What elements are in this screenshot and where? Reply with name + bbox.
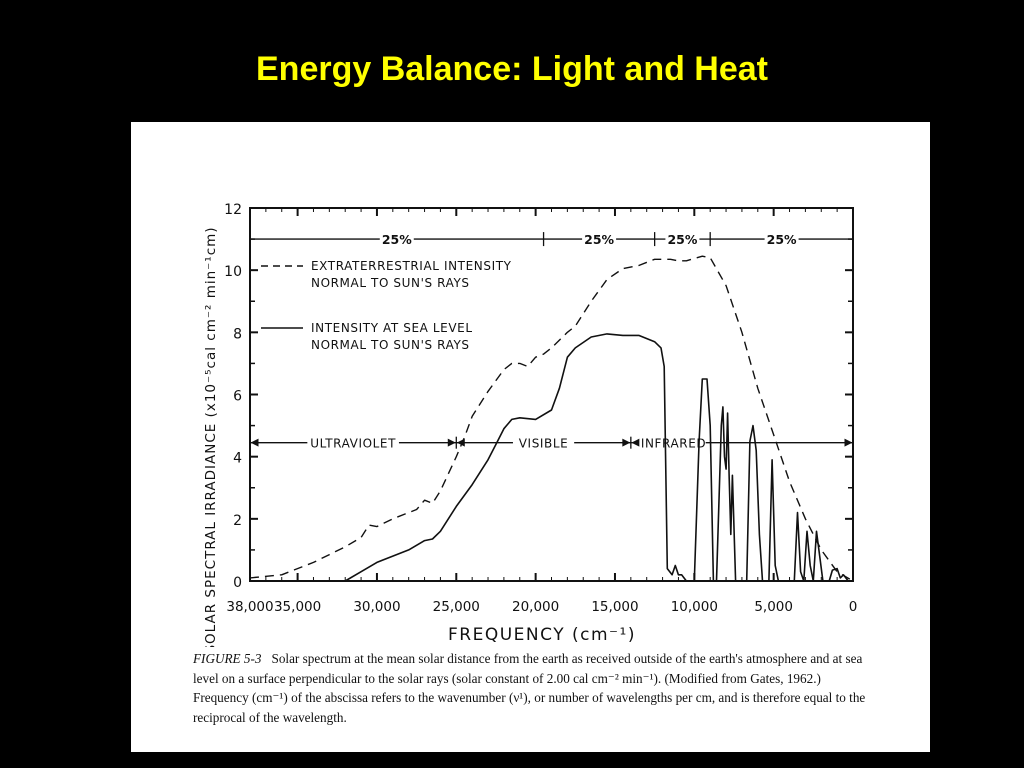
legend-line-continued: NORMAL TO SUN'S RAYS <box>311 276 470 290</box>
band-label: VISIBLE <box>519 437 569 451</box>
series-layer <box>249 255 854 582</box>
caption-text: Solar spectrum at the mean solar distanc… <box>193 651 866 725</box>
x-axis-title: FREQUENCY (cm⁻¹) <box>448 625 636 645</box>
band-label: INFRARED <box>641 437 706 451</box>
percent-markers: 25% 25% 25% 25% <box>250 232 853 247</box>
figure-caption: FIGURE 5-3 Solar spectrum at the mean sol… <box>193 649 873 727</box>
band-label: ULTRAVIOLET <box>310 437 396 451</box>
x-tick-label: 0 <box>849 599 858 615</box>
percent-label: 25% <box>584 232 614 247</box>
figure-panel: SOLAR SPECTRAL IRRADIANCE (x10⁻⁵cal cm⁻²… <box>131 122 930 752</box>
y-ticks: 0 2 4 6 8 10 12 <box>224 202 853 591</box>
series-line-sea-level <box>250 333 853 582</box>
y-axis-title-group: SOLAR SPECTRAL IRRADIANCE (x10⁻⁵cal cm⁻²… <box>203 226 219 647</box>
legend-label-extraterrestrial: EXTRATERRESTRIAL INTENSITY NORMAL TO SUN… <box>311 259 516 290</box>
y-tick-label: 10 <box>224 264 242 280</box>
spectral-bands: ULTRAVIOLET VISIBLE INFRARED <box>249 436 853 451</box>
band-arrowhead <box>622 438 631 447</box>
x-tick-label: 5,000 <box>754 599 793 615</box>
y-tick-label: 4 <box>233 451 242 467</box>
y-tick-label: 2 <box>233 513 242 529</box>
slide-title: Energy Balance: Light and Heat <box>256 50 768 88</box>
x-tick-label: 38,000 <box>226 599 273 615</box>
legend-line-continued: NORMAL TO SUN'S RAYS <box>311 338 470 352</box>
legend: EXTRATERRESTRIAL INTENSITY NORMAL TO SUN… <box>261 259 516 352</box>
legend-label-sea-level: INTENSITY AT SEA LEVEL NORMAL TO SUN'S R… <box>311 321 477 352</box>
y-tick-label: 8 <box>233 326 242 342</box>
percent-label: 25% <box>767 232 797 247</box>
y-axis-title: SOLAR SPECTRAL IRRADIANCE (x10⁻⁵cal cm⁻²… <box>203 226 219 647</box>
y-tick-label: 0 <box>233 575 242 591</box>
solar-spectrum-chart: SOLAR SPECTRAL IRRADIANCE (x10⁻⁵cal cm⁻²… <box>203 202 857 647</box>
legend-line-sea-level: INTENSITY AT SEA LEVEL <box>311 321 473 335</box>
percent-label: 25% <box>667 232 697 247</box>
x-ticks: 38,000 35,000 30,000 25,000 20,000 15,000 10,0… <box>226 208 857 615</box>
percent-label: 25% <box>382 232 412 247</box>
x-tick-label: 30,000 <box>353 599 400 615</box>
y-tick-label: 12 <box>224 202 242 218</box>
legend-line-extraterrestrial: EXTRATERRESTRIAL INTENSITY <box>311 259 512 273</box>
x-tick-label: 15,000 <box>591 599 638 615</box>
x-tick-label: 25,000 <box>433 599 480 615</box>
band-arrowhead <box>844 438 853 447</box>
x-tick-label: 35,000 <box>274 599 321 615</box>
x-tick-label: 20,000 <box>512 599 559 615</box>
figure-label: FIGURE 5-3 <box>193 651 262 666</box>
band-arrowhead <box>447 438 456 447</box>
band-arrowhead <box>250 438 259 447</box>
series-line-extraterrestrial <box>249 255 854 582</box>
x-tick-label: 10,000 <box>671 599 718 615</box>
y-tick-label: 6 <box>233 389 242 405</box>
band-arrowhead <box>631 438 640 447</box>
